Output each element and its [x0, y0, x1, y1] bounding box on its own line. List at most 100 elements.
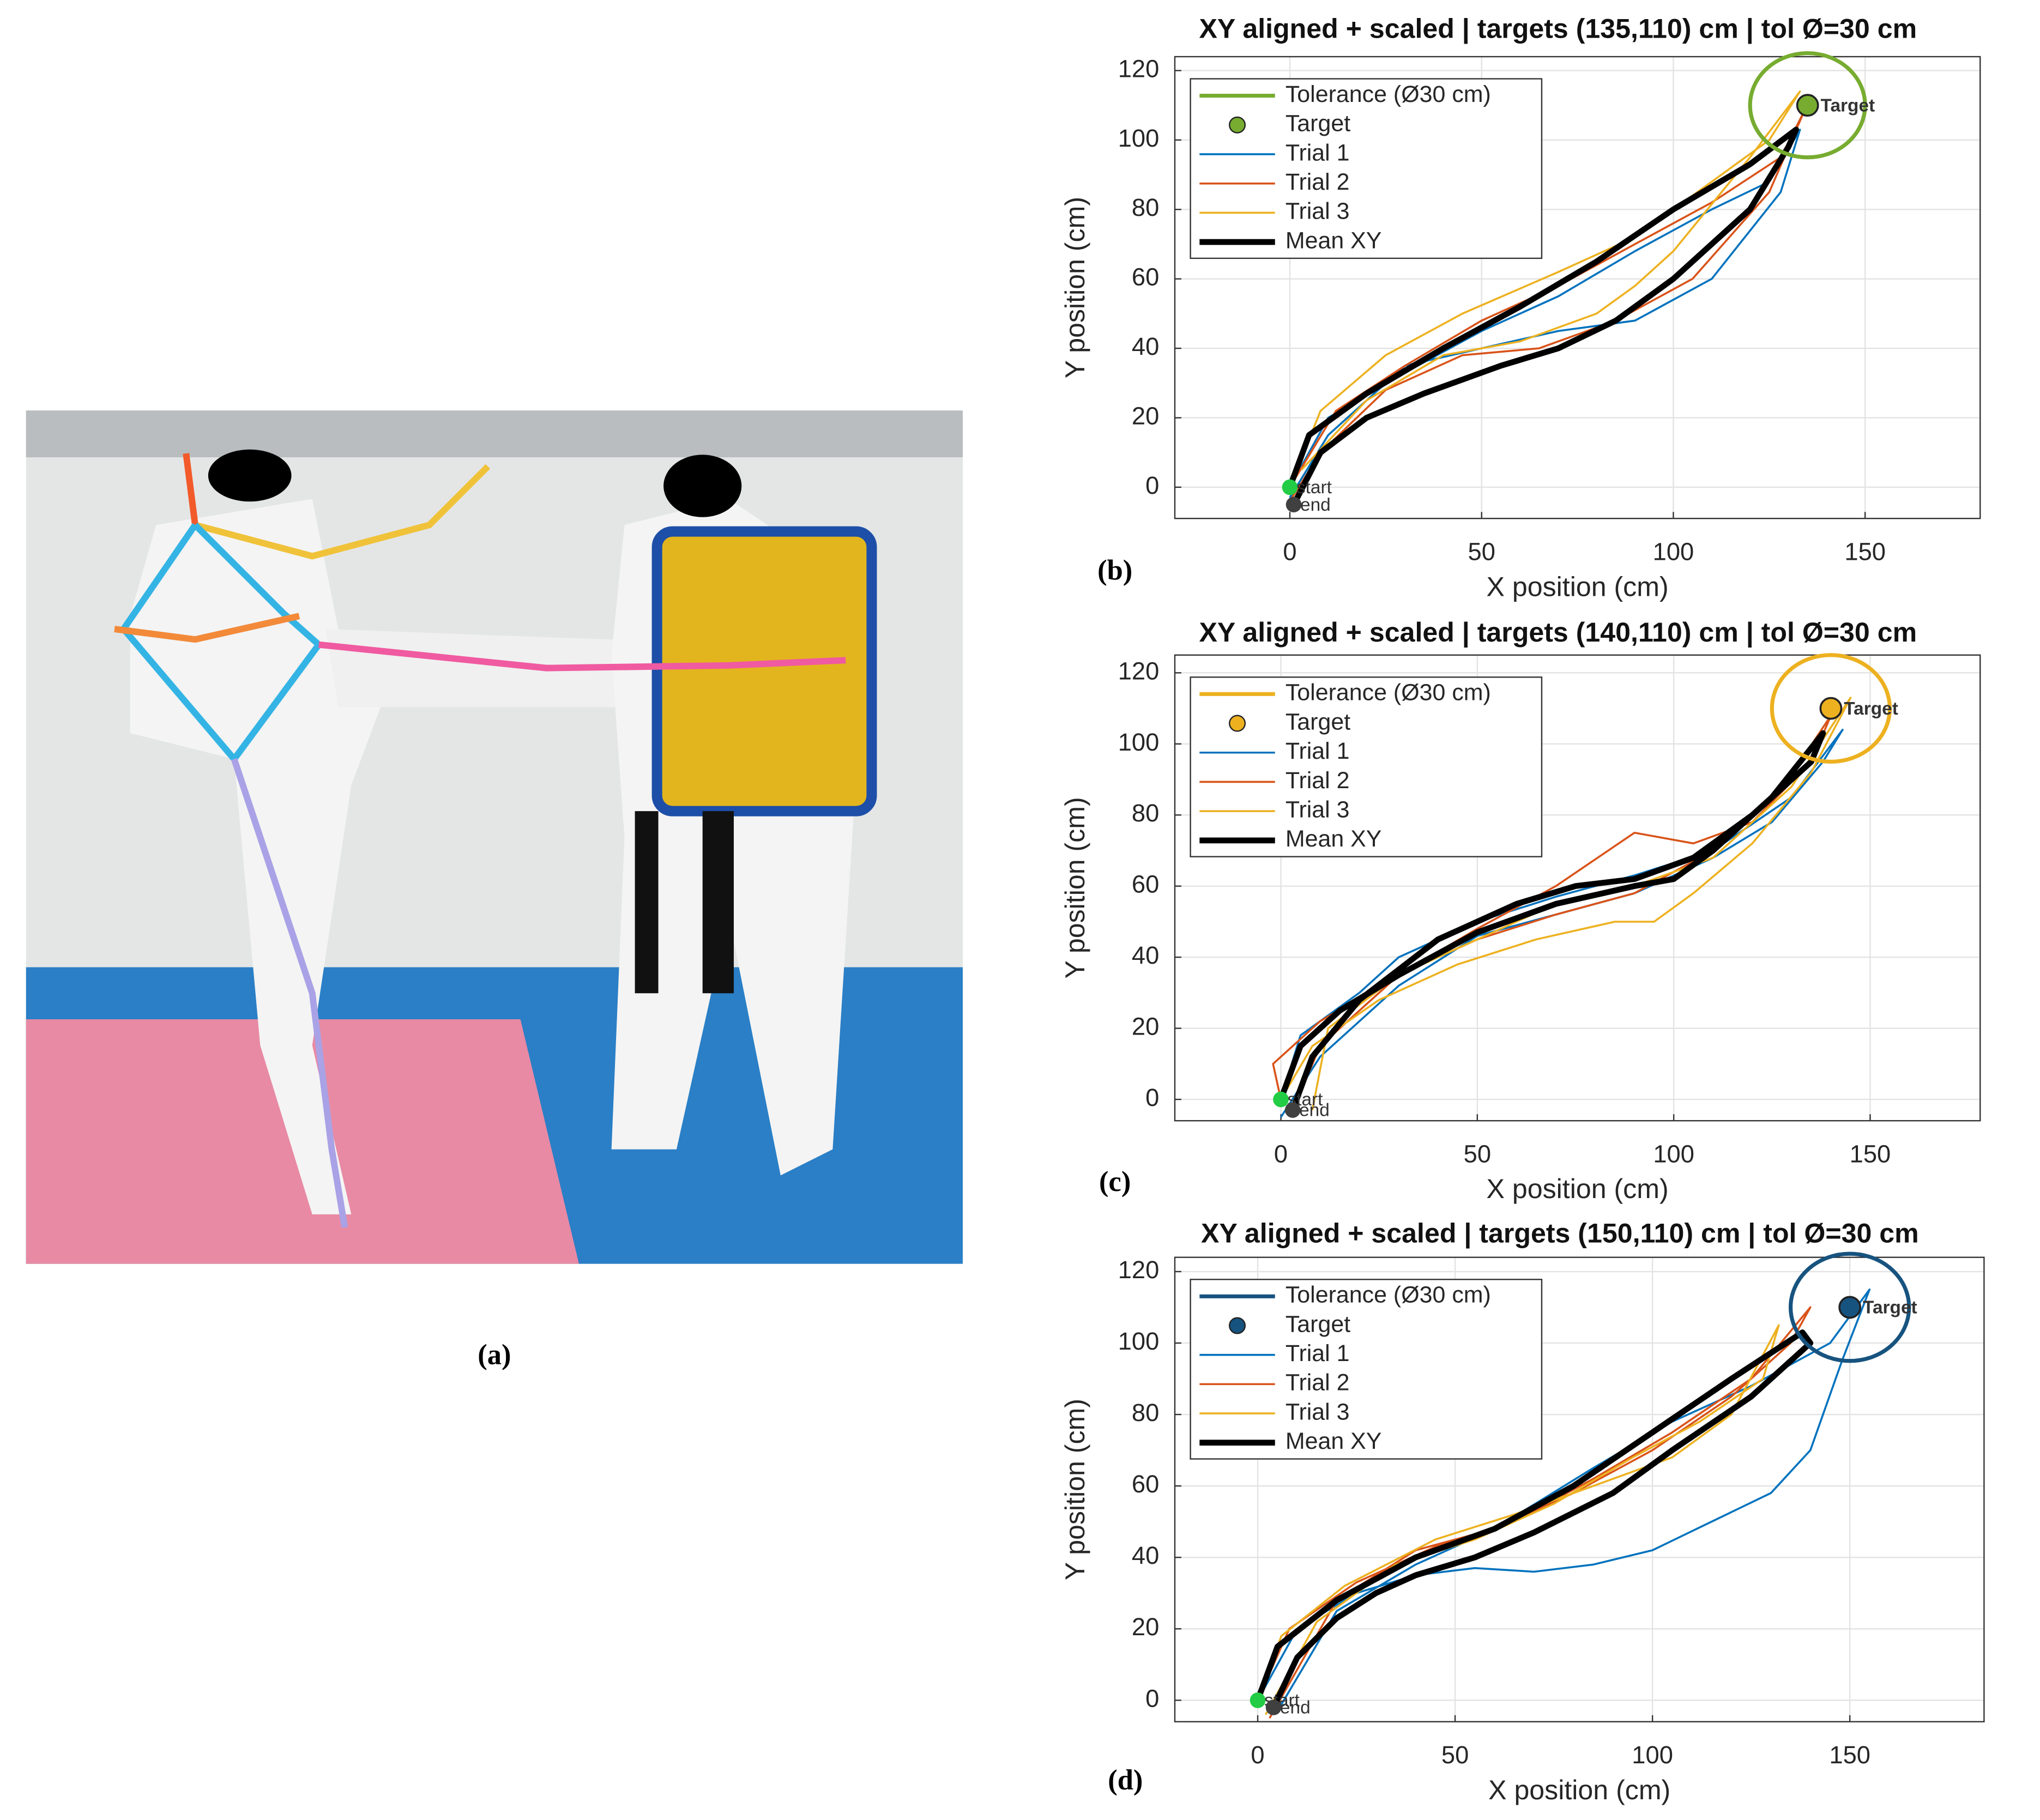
y-axis-label: Y position (cm) — [1060, 1399, 1090, 1580]
legend-label: Tolerance (Ø30 cm) — [1285, 1282, 1491, 1308]
legend-box — [1190, 676, 1543, 857]
y-tick-label: 80 — [1132, 194, 1159, 221]
x-axis-label: X position (cm) — [1488, 1775, 1670, 1805]
legend-label: Target — [1285, 1311, 1350, 1337]
photo-skeleton-leg — [231, 758, 348, 1228]
photo-ceiling — [26, 410, 963, 458]
end-annotation: end — [1300, 495, 1331, 515]
tolerance-circle — [1770, 653, 1892, 764]
legend-swatch — [1229, 1317, 1246, 1334]
trajectory-line — [1287, 126, 1799, 506]
legend-label: Mean XY — [1285, 1428, 1382, 1454]
x-tick-label: 150 — [1850, 1140, 1891, 1168]
photo-face-mask — [208, 449, 292, 502]
legend-box — [1190, 78, 1543, 259]
target-point — [1796, 94, 1819, 117]
y-tick-label: 20 — [1132, 1013, 1159, 1041]
x-tick-label: 0 — [1274, 1140, 1288, 1168]
trajectory-line — [1289, 90, 1801, 488]
end-annotation: end — [1299, 1101, 1330, 1121]
panel-label: (d) — [1108, 1764, 1143, 1796]
y-tick-label: 60 — [1132, 1470, 1159, 1498]
trajectory-line — [1278, 730, 1826, 1111]
trajectory-line — [1289, 129, 1801, 498]
photo-skeleton-arm — [114, 613, 300, 643]
trajectory-line — [1279, 728, 1844, 1118]
chart-title: XY aligned + scaled | targets (135,110) … — [1199, 13, 1917, 44]
end-point — [1284, 1102, 1301, 1118]
start-annotation: start — [1296, 477, 1332, 498]
legend-label: Mean XY — [1285, 227, 1382, 253]
end-point — [1265, 1700, 1282, 1715]
start-point — [1273, 1091, 1289, 1108]
photo: (a) — [26, 410, 963, 1370]
y-tick-label: 120 — [1118, 657, 1160, 685]
y-tick-label: 80 — [1132, 799, 1159, 827]
y-tick-label: 100 — [1118, 728, 1160, 756]
x-tick-label: 100 — [1653, 538, 1694, 566]
x-axis-label: X position (cm) — [1487, 1174, 1669, 1204]
legend-label: Trial 1 — [1285, 140, 1350, 166]
photo-person — [130, 499, 390, 1214]
axes-frame — [1174, 1256, 1985, 1722]
legend-label: Tolerance (Ø30 cm) — [1285, 680, 1491, 706]
y-axis-label: Y position (cm) — [1060, 797, 1090, 978]
y-tick-label: 60 — [1132, 263, 1159, 291]
photo-skeleton-arm — [194, 464, 491, 560]
axes-frame — [1174, 654, 1981, 1122]
y-tick-label: 40 — [1132, 941, 1159, 969]
photo-skeleton-head — [183, 453, 198, 525]
photo-face-mask — [663, 455, 742, 517]
legend-swatch — [1229, 116, 1246, 134]
tolerance-circle — [1748, 51, 1867, 160]
panel-label: (b) — [1097, 554, 1132, 586]
y-tick-label: 0 — [1145, 471, 1159, 499]
legend-label: Trial 2 — [1285, 1370, 1350, 1396]
legend-label: Trial 2 — [1285, 767, 1350, 794]
tolerance-circle — [1788, 1251, 1911, 1363]
legend-label: Trial 2 — [1285, 169, 1350, 195]
legend-label: Tolerance (Ø30 cm) — [1285, 81, 1491, 107]
x-tick-label: 150 — [1844, 538, 1886, 566]
chart-title: XY aligned + scaled | targets (140,110) … — [1199, 617, 1917, 648]
panel-label: (c) — [1099, 1166, 1131, 1198]
legend-label: Target — [1285, 709, 1350, 735]
chart-title: XY aligned + scaled | targets (150,110) … — [1201, 1218, 1919, 1249]
photo-pad — [651, 526, 877, 817]
y-tick-label: 120 — [1118, 1256, 1160, 1284]
x-tick-label: 50 — [1441, 1741, 1469, 1769]
chart: 0 50 100 150 0 20 40 60 80 100 120 XY aligned + sca… — [1060, 617, 1981, 1204]
legend-label: Target — [1285, 111, 1350, 137]
y-tick-label: 80 — [1132, 1399, 1159, 1426]
target-annotation: Target — [1821, 95, 1875, 116]
axes-frame — [1174, 56, 1981, 519]
legend-swatch — [1229, 715, 1246, 732]
photo-belt — [635, 811, 659, 994]
legend-label: Trial 3 — [1285, 198, 1350, 225]
y-tick-label: 0 — [1145, 1684, 1159, 1712]
end-point — [1285, 497, 1302, 513]
y-tick-label: 40 — [1132, 1541, 1159, 1569]
target-point — [1819, 697, 1843, 720]
x-tick-label: 50 — [1468, 538, 1495, 566]
x-tick-label: 0 — [1251, 1741, 1264, 1769]
y-tick-label: 120 — [1118, 55, 1160, 82]
y-tick-label: 20 — [1132, 402, 1159, 430]
panel-label: (a) — [478, 1339, 511, 1370]
legend-label: Trial 3 — [1285, 796, 1350, 823]
x-tick-label: 100 — [1653, 1140, 1694, 1168]
target-annotation: Target — [1863, 1298, 1917, 1318]
legend-label: Mean XY — [1285, 826, 1382, 852]
legend-label: Trial 1 — [1285, 1340, 1350, 1366]
y-tick-label: 100 — [1118, 124, 1160, 152]
y-tick-label: 60 — [1132, 870, 1159, 898]
trajectory-line — [1279, 697, 1852, 1110]
y-tick-label: 0 — [1145, 1084, 1159, 1111]
legend-label: Trial 3 — [1285, 1399, 1350, 1425]
x-axis-label: X position (cm) — [1487, 571, 1669, 602]
photo-skeleton-torso — [119, 522, 323, 765]
x-tick-label: 0 — [1283, 538, 1296, 566]
chart: 0 50 100 150 0 20 40 60 80 100 120 XY aligned + sca… — [1060, 13, 1981, 602]
chart: 0 50 100 150 0 20 40 60 80 100 120 XY aligned + sca… — [1060, 1218, 1985, 1805]
